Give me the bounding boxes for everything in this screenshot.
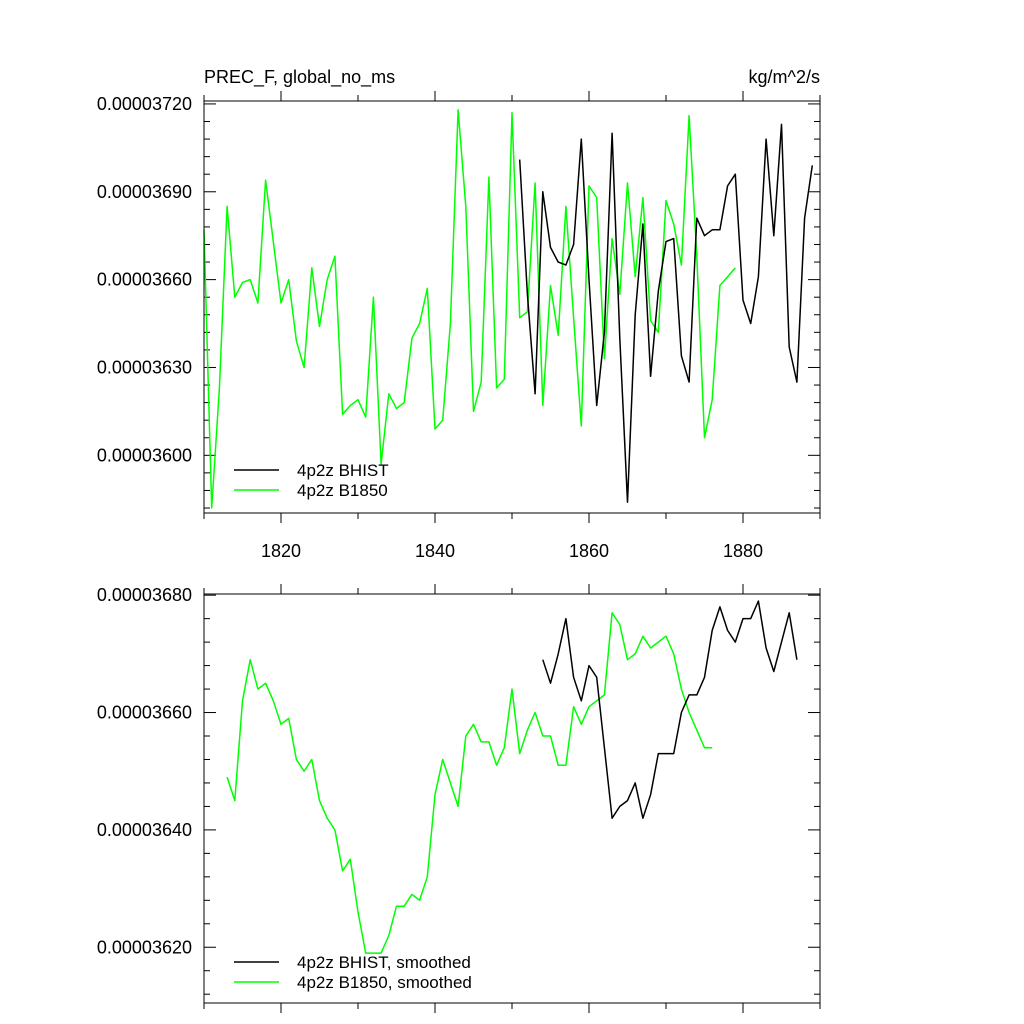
- legend-label-b1850-smoothed: 4p2z B1850, smoothed: [297, 973, 472, 992]
- legend: 4p2z BHIST 4p2z B1850: [234, 461, 389, 500]
- series-line: [226, 612, 713, 954]
- x-tick-label: 1820: [261, 541, 301, 561]
- top-panel: PREC_F, global_no_ms kg/m^2/s 0.00003720…: [97, 67, 821, 561]
- y-tick-label: 0.00003690: [97, 182, 192, 202]
- y-tick-label: 0.00003640: [97, 820, 192, 840]
- plot-frame: [203, 100, 821, 514]
- x-tick-label: 1840: [415, 541, 455, 561]
- chart-title: PREC_F, global_no_ms: [204, 67, 395, 88]
- legend-label-b1850: 4p2z B1850: [297, 481, 388, 500]
- y-tick-label: 0.00003630: [97, 357, 192, 377]
- y-tick-label: 0.00003600: [97, 445, 192, 465]
- legend-smoothed: 4p2z BHIST, smoothed 4p2z B1850, smoothe…: [234, 953, 472, 992]
- series-line: [518, 123, 814, 503]
- legend-label-bhist: 4p2z BHIST: [297, 461, 389, 480]
- y-tick-label: 0.00003620: [97, 937, 192, 957]
- legend-label-bhist-smoothed: 4p2z BHIST, smoothed: [297, 953, 471, 972]
- plot-frame-smoothed: [203, 593, 821, 1004]
- x-tick-label: 1860: [569, 541, 609, 561]
- y-tick-label: 0.00003660: [97, 270, 192, 290]
- x-tick-label: 1880: [723, 541, 763, 561]
- series-line: [203, 109, 736, 509]
- series-line: [542, 600, 798, 819]
- chart-units: kg/m^2/s: [749, 67, 820, 87]
- y-tick-label: 0.00003720: [97, 94, 192, 114]
- y-tick-label: 0.00003680: [97, 585, 192, 605]
- y-tick-label: 0.00003660: [97, 703, 192, 723]
- bottom-panel: 0.00003680 0.00003660 0.00003640 0.00003620…: [97, 584, 821, 1013]
